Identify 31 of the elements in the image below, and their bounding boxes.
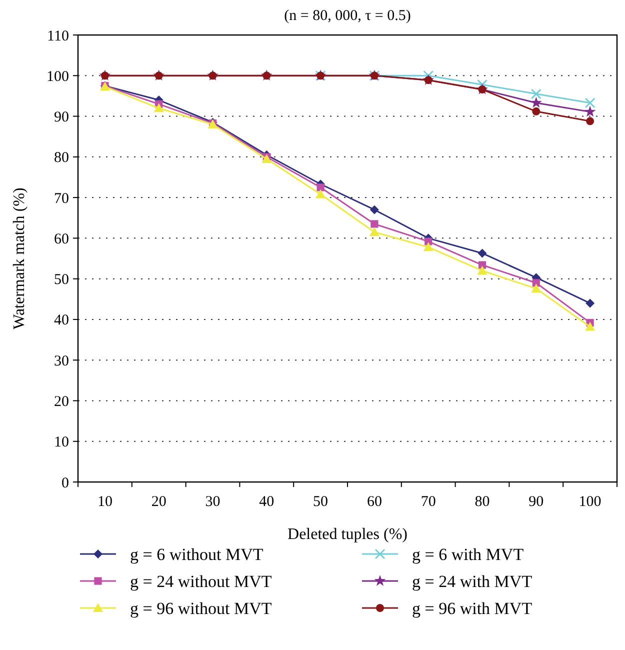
x-tick-label: 70	[420, 494, 436, 510]
legend-label: g = 96 without MVT	[130, 598, 272, 618]
y-tick-label: 110	[47, 28, 69, 44]
y-tick-label: 80	[54, 150, 69, 166]
legend-label: g = 6 without MVT	[130, 544, 264, 564]
x-tick-label: 30	[205, 494, 220, 510]
y-tick-label: 50	[54, 272, 69, 288]
y-tick-label: 30	[54, 353, 69, 370]
x-tick-label: 90	[528, 494, 544, 510]
y-tick-label: 20	[54, 394, 69, 410]
x-tick-label: 20	[151, 494, 166, 510]
legend-label: g = 24 without MVT	[130, 572, 272, 591]
legend-label: g = 6 with MVT	[412, 544, 524, 564]
y-tick-label: 40	[54, 312, 69, 329]
y-axis-title: Watermark match (%)	[11, 188, 28, 330]
x-axis-title: Deleted tuples (%)	[288, 526, 408, 543]
y-tick-label: 100	[46, 68, 69, 85]
chart-title: (n = 80, 000, τ = 0.5)	[284, 8, 411, 24]
y-tick-label: 10	[54, 434, 69, 451]
x-tick-label: 60	[366, 494, 382, 510]
y-tick-label: 90	[54, 110, 69, 126]
x-tick-label: 40	[259, 494, 274, 510]
y-tick-label: 70	[54, 190, 69, 207]
x-tick-label: 50	[313, 494, 328, 510]
x-tick-label: 80	[474, 494, 490, 510]
legend-label: g = 24 with MVT	[412, 572, 533, 591]
x-tick-label: 10	[97, 494, 112, 510]
x-tick-label: 100	[578, 494, 602, 510]
y-tick-label: 60	[54, 231, 69, 248]
y-tick-label: 0	[62, 475, 69, 492]
legend-label: g = 96 with MVT	[412, 598, 533, 618]
